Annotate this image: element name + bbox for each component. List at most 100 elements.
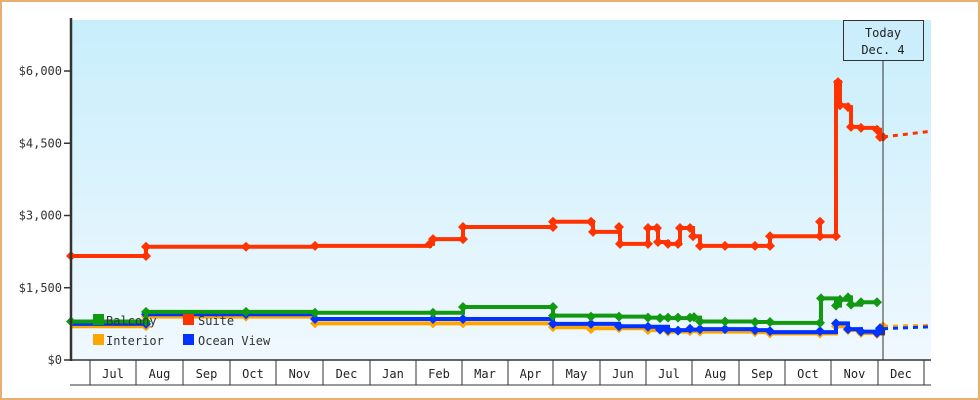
data-point-marker[interactable] [833,77,843,88]
data-point-marker[interactable] [458,302,468,313]
data-point-marker[interactable] [815,326,825,337]
data-point-marker[interactable] [615,238,625,249]
data-point-marker[interactable] [856,122,866,133]
data-point-marker[interactable] [643,312,653,323]
data-point-marker[interactable] [685,223,695,234]
data-point-marker[interactable] [428,234,438,245]
data-point-marker[interactable] [458,314,468,325]
x-month-label: Jul [102,367,124,381]
data-point-marker[interactable] [835,100,845,111]
data-point-marker[interactable] [673,325,683,336]
data-point-marker[interactable] [846,299,856,310]
data-point-marker[interactable] [643,321,653,332]
x-month-label: Mar [474,367,496,381]
data-point-marker[interactable] [673,312,683,323]
forecast-line-suite [882,129,932,139]
data-point-marker[interactable] [688,231,698,242]
data-point-marker[interactable] [846,121,856,132]
data-point-marker[interactable] [856,297,866,308]
data-point-marker[interactable] [835,294,845,305]
today-label-line1: Today [865,26,901,40]
data-point-marker[interactable] [750,240,760,251]
data-point-marker[interactable] [548,222,558,233]
data-point-marker[interactable] [765,326,775,337]
data-point-marker[interactable] [720,316,730,327]
x-month-label: Sep [196,367,218,381]
y-tick-label: $1,500 [19,281,62,295]
data-point-marker[interactable] [663,312,673,323]
data-point-marker[interactable] [141,241,151,252]
data-point-marker[interactable] [652,223,662,234]
data-point-marker[interactable] [720,324,730,335]
legend-swatch-ocean-view [183,334,194,345]
data-point-marker[interactable] [843,324,853,335]
data-point-marker[interactable] [843,102,853,113]
data-point-marker[interactable] [548,318,558,329]
data-point-marker[interactable] [816,293,826,304]
data-point-marker[interactable] [689,312,699,323]
data-point-marker[interactable] [765,316,775,327]
data-point-marker[interactable] [586,318,596,329]
data-point-marker[interactable] [241,241,251,252]
data-point-marker[interactable] [458,222,468,233]
data-point-marker[interactable] [765,240,775,251]
data-point-marker[interactable] [831,318,841,329]
data-point-marker[interactable] [815,317,825,328]
data-point-marker[interactable] [843,292,853,303]
data-point-marker[interactable] [675,223,685,234]
data-point-marker[interactable] [310,307,320,318]
data-point-marker[interactable] [750,316,760,327]
data-point-marker[interactable] [831,231,841,242]
x-month-label: Feb [428,367,450,381]
data-point-marker[interactable] [663,325,673,336]
data-point-marker[interactable] [872,297,882,308]
x-month-label: May [566,367,588,381]
data-point-marker[interactable] [141,306,151,317]
data-point-marker[interactable] [614,222,624,233]
data-point-marker[interactable] [655,324,665,335]
data-point-marker[interactable] [428,307,438,318]
data-point-marker[interactable] [310,314,320,325]
data-point-marker[interactable] [588,226,598,237]
data-point-marker[interactable] [586,311,596,322]
legend-item-interior[interactable]: Interior [93,334,164,348]
data-point-marker[interactable] [685,323,695,334]
data-point-marker[interactable] [663,238,673,249]
data-point-marker[interactable] [720,240,730,251]
legend-item-balcony[interactable]: Balcony [93,314,157,328]
data-point-marker[interactable] [655,313,665,324]
data-point-marker[interactable] [141,316,151,327]
x-month-label: Aug [149,367,171,381]
data-point-marker[interactable] [548,216,558,227]
data-point-marker[interactable] [614,311,624,322]
data-point-marker[interactable] [815,231,825,242]
data-point-marker[interactable] [765,231,775,242]
data-point-marker[interactable] [815,216,825,227]
data-point-marker[interactable] [673,238,683,249]
legend-label-ocean-view: Ocean View [198,334,271,348]
data-point-marker[interactable] [653,236,663,247]
data-point-marker[interactable] [141,250,151,261]
data-point-marker[interactable] [695,316,705,327]
data-point-marker[interactable] [241,306,251,317]
data-point-marker[interactable] [310,240,320,251]
data-point-marker[interactable] [614,321,624,332]
data-point-marker[interactable] [428,314,438,325]
legend-item-suite[interactable]: Suite [183,314,234,328]
legend-label-interior: Interior [106,334,164,348]
data-point-marker[interactable] [872,124,882,135]
data-point-marker[interactable] [586,324,596,335]
data-point-marker[interactable] [586,216,596,227]
data-point-marker[interactable] [750,325,760,336]
data-point-marker[interactable] [695,324,705,335]
x-month-label: Nov [844,367,866,381]
data-point-marker[interactable] [548,310,558,321]
legend-item-ocean-view[interactable]: Ocean View [183,334,271,348]
data-point-marker[interactable] [458,234,468,245]
series-balcony [66,292,882,328]
data-point-marker[interactable] [643,223,653,234]
data-point-marker[interactable] [643,238,653,249]
data-point-marker[interactable] [695,240,705,251]
data-point-marker[interactable] [548,302,558,313]
data-point-marker[interactable] [856,326,866,337]
